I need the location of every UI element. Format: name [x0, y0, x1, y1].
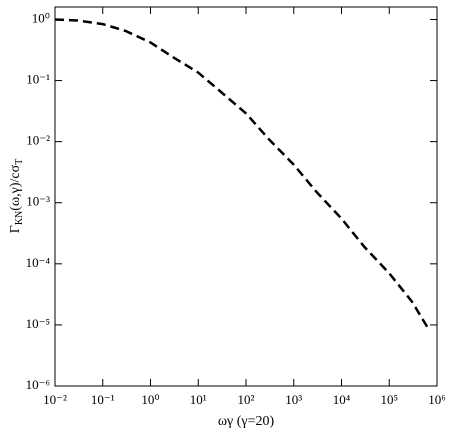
x-tick-label: 10⁰ [141, 392, 159, 407]
x-tick-label: 10⁻¹ [91, 392, 115, 407]
x-tick-label: 10³ [285, 392, 302, 407]
x-tick-label: 10⁶ [428, 392, 446, 407]
y-tick-label: 10⁻⁶ [26, 377, 50, 392]
y-tick-label: 10⁻⁴ [26, 255, 51, 270]
x-tick-label: 10⁵ [380, 392, 398, 407]
x-tick-label: 10¹ [190, 392, 207, 407]
y-label-sub: T [14, 159, 25, 165]
x-tick-label: 10² [238, 392, 255, 407]
data-line [54, 18, 431, 332]
x-tick-label: 10⁻² [43, 392, 67, 407]
y-tick-label: 10⁰ [32, 10, 50, 25]
y-tick-label: 10⁻² [26, 133, 50, 148]
y-label-sub: KN [14, 211, 25, 225]
y-tick-label: 10⁻³ [26, 194, 50, 209]
x-axis-label: ωγ (γ=20) [218, 414, 275, 429]
y-label-part: (ω,γ)/cσ [8, 164, 23, 210]
y-label-part: Γ [8, 225, 23, 233]
y-axis-label: ΓKN(ω,γ)/cσT [8, 159, 25, 234]
plot-frame [54, 6, 438, 387]
y-tick-label: 10⁻¹ [26, 72, 50, 87]
x-tick-label: 10⁴ [333, 392, 351, 407]
y-tick-label: 10⁻⁵ [26, 316, 50, 331]
